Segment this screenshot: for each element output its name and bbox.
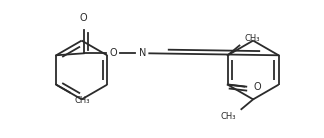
Text: N: N — [139, 48, 146, 58]
Text: O: O — [80, 13, 87, 23]
Text: O: O — [109, 48, 117, 58]
Text: CH₃: CH₃ — [244, 34, 260, 43]
Text: CH₃: CH₃ — [221, 112, 237, 121]
Text: O: O — [253, 82, 261, 92]
Text: CH₃: CH₃ — [75, 96, 90, 105]
